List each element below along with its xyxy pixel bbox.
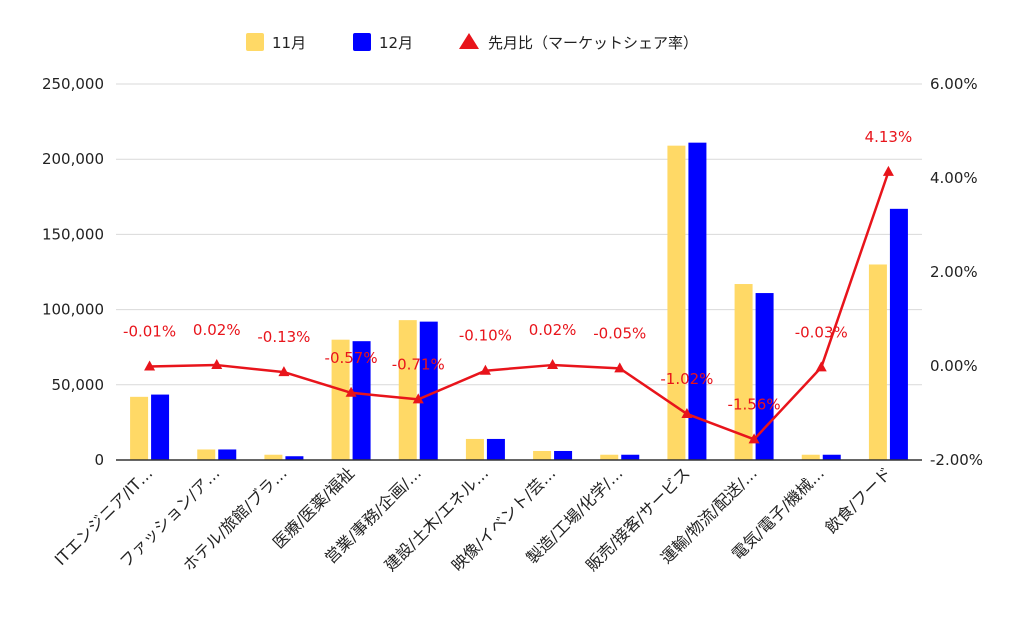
ratio-point-marker xyxy=(681,407,693,418)
y-right-tick-label: -2.00% xyxy=(930,451,983,469)
bar-dec xyxy=(554,450,573,460)
ratio-point-marker xyxy=(412,393,424,404)
bars xyxy=(130,142,908,460)
legend-swatch-dec xyxy=(353,33,371,51)
ratio-point-marker xyxy=(278,366,290,377)
bar-dec xyxy=(755,293,774,460)
y-right-tick-label: 4.00% xyxy=(930,169,978,187)
ratio-data-label: 4.13% xyxy=(865,128,913,146)
bar-nov xyxy=(868,264,887,460)
bar-nov xyxy=(264,454,283,460)
ratio-point-marker xyxy=(345,386,357,397)
bar-nov xyxy=(130,396,149,460)
legend-swatch-nov xyxy=(246,33,264,51)
legend-label-dec: 12月 xyxy=(379,34,413,52)
ratio-point-marker xyxy=(479,364,491,375)
y-left-tick-label: 0 xyxy=(94,451,104,469)
gridlines xyxy=(116,83,922,386)
ratio-data-label: -1.02% xyxy=(660,370,713,388)
ratio-line: -0.01% 0.02% -0.13% -0.57% -0.71% -0.10% 0.02%… xyxy=(123,128,913,444)
y-left-tick-label: 100,000 xyxy=(42,301,104,319)
ratio-data-label: 0.02% xyxy=(529,321,577,339)
y-left-tick-label: 50,000 xyxy=(52,376,105,394)
ratio-data-label: -0.05% xyxy=(593,324,646,342)
ratio-point-marker xyxy=(882,165,894,176)
legend-triangle-marker xyxy=(459,33,479,49)
y-left-tick-label: 250,000 xyxy=(42,75,104,93)
ratio-point-marker xyxy=(144,360,156,371)
y-left-tick-label: 150,000 xyxy=(42,225,104,243)
ratio-data-label: -0.57% xyxy=(325,349,378,367)
bar-dec xyxy=(486,438,505,460)
bar-dec xyxy=(285,456,304,460)
ratio-data-label: -0.01% xyxy=(123,322,176,340)
bar-nov xyxy=(600,454,619,460)
bar-dec xyxy=(151,394,170,460)
ratio-point-marker xyxy=(748,433,760,444)
bar-dec xyxy=(218,449,237,460)
bar-nov xyxy=(331,339,350,460)
ratio-data-label: -0.10% xyxy=(459,327,512,345)
y-right-tick-label: 0.00% xyxy=(930,357,978,375)
y-right-tick-label: 2.00% xyxy=(930,263,978,281)
bar-nov xyxy=(734,284,753,460)
legend-label-nov: 11月 xyxy=(272,34,306,52)
legend: 11月 12月 先月比（マーケットシェア率） xyxy=(246,33,698,52)
bar-nov xyxy=(533,450,552,460)
bar-nov xyxy=(667,145,686,460)
bar-nov xyxy=(398,320,417,460)
bar-nov xyxy=(197,449,216,460)
bar-nov xyxy=(465,438,484,460)
ratio-point-marker xyxy=(815,361,827,372)
ratio-data-label: -0.13% xyxy=(257,328,310,346)
bar-dec xyxy=(621,454,640,460)
ratio-data-label: -0.71% xyxy=(392,355,445,373)
bar-dec xyxy=(352,341,371,460)
y-left-tick-label: 200,000 xyxy=(42,150,104,168)
bar-nov xyxy=(801,454,820,460)
ratio-data-label: -1.56% xyxy=(728,395,781,413)
ratio-point-marker xyxy=(547,359,559,370)
ratio-data-label: 0.02% xyxy=(193,321,241,339)
y-right-tick-label: 6.00% xyxy=(930,75,978,93)
ratio-point-marker xyxy=(614,362,626,373)
ratio-series-line xyxy=(149,171,890,441)
ratio-data-label: -0.03% xyxy=(795,323,848,341)
bar-dec xyxy=(822,454,841,460)
bar-dec xyxy=(688,142,707,460)
category-label: 飲食/フード xyxy=(821,463,895,537)
ratio-point-marker xyxy=(211,359,223,370)
bar-dec xyxy=(889,208,908,460)
bar-dec xyxy=(419,321,438,460)
legend-label-ratio: 先月比（マーケットシェア率） xyxy=(488,34,698,52)
